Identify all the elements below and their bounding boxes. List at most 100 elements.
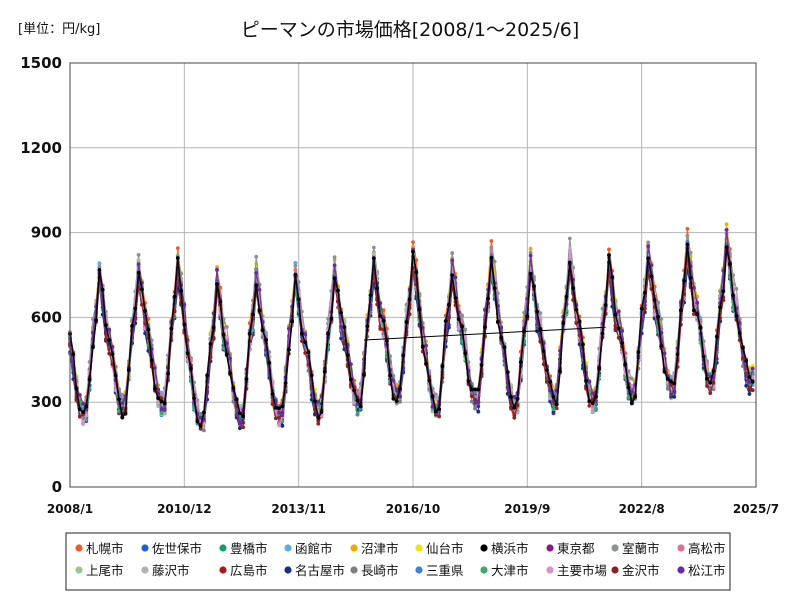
data-point bbox=[594, 407, 598, 411]
x-axis-ticks: 2008/1 2010/12 2013/11 2016/10 2019/9 2022/8 2… bbox=[47, 502, 779, 516]
data-point bbox=[434, 395, 438, 400]
data-point bbox=[505, 385, 510, 390]
data-point bbox=[453, 275, 458, 280]
data-point bbox=[489, 253, 494, 257]
legend-label: 三重県 bbox=[426, 563, 464, 578]
data-point bbox=[489, 248, 494, 253]
data-point bbox=[244, 377, 249, 381]
legend-label: 豊橋市 bbox=[230, 541, 268, 556]
connector-line bbox=[363, 326, 606, 341]
data-point bbox=[489, 245, 494, 250]
data-point bbox=[453, 296, 458, 300]
data-point bbox=[211, 337, 216, 341]
data-point bbox=[355, 412, 360, 417]
data-point bbox=[414, 270, 419, 274]
data-point bbox=[287, 347, 291, 352]
legend-label: 室蘭市 bbox=[622, 541, 660, 556]
data-point bbox=[247, 331, 252, 336]
data-point bbox=[499, 335, 504, 340]
data-point bbox=[136, 258, 141, 262]
legend-item: 横浜市 bbox=[480, 541, 529, 556]
legend-marker bbox=[677, 566, 685, 574]
data-point bbox=[515, 410, 520, 415]
y-tick-label: 300 bbox=[31, 393, 62, 411]
data-point bbox=[708, 380, 713, 385]
data-point bbox=[701, 354, 706, 359]
data-point bbox=[616, 309, 621, 314]
data-point bbox=[224, 352, 229, 357]
data-point bbox=[87, 377, 92, 382]
data-point bbox=[600, 331, 605, 336]
data-point bbox=[420, 344, 425, 349]
data-point bbox=[545, 379, 549, 384]
y-tick-label: 900 bbox=[31, 224, 62, 242]
data-point bbox=[407, 312, 412, 317]
data-point bbox=[545, 368, 549, 372]
data-point bbox=[254, 267, 259, 272]
legend-item: 沼津市 bbox=[350, 541, 399, 556]
data-point bbox=[610, 275, 615, 280]
data-point bbox=[417, 307, 422, 312]
data-point bbox=[548, 380, 553, 384]
data-point bbox=[623, 362, 628, 367]
x-tick-label: 2008/1 bbox=[47, 502, 93, 516]
data-point bbox=[391, 378, 396, 383]
data-point bbox=[456, 317, 461, 322]
data-point bbox=[447, 325, 451, 330]
x-tick-label: 2025/7 bbox=[733, 502, 779, 516]
data-point bbox=[401, 353, 406, 358]
data-point bbox=[287, 326, 291, 331]
data-point bbox=[162, 401, 167, 406]
data-point bbox=[708, 391, 713, 395]
data-point bbox=[234, 397, 239, 402]
legend-marker bbox=[415, 566, 423, 574]
data-point bbox=[672, 390, 677, 395]
data-point bbox=[646, 244, 651, 249]
data-point bbox=[440, 364, 445, 369]
data-point bbox=[100, 287, 105, 292]
data-point bbox=[574, 321, 579, 325]
data-point bbox=[211, 325, 216, 330]
data-point bbox=[218, 300, 223, 304]
data-point bbox=[126, 368, 131, 372]
data-point bbox=[326, 332, 330, 336]
data-point bbox=[567, 248, 572, 253]
data-point bbox=[110, 352, 115, 357]
data-point bbox=[388, 373, 392, 378]
data-point bbox=[257, 287, 262, 292]
data-point bbox=[280, 424, 285, 428]
y-axis-ticks: 0 300 600 900 1200 1500 bbox=[20, 54, 62, 496]
data-point bbox=[339, 310, 343, 315]
data-point bbox=[215, 267, 219, 272]
data-point bbox=[303, 351, 308, 355]
data-point bbox=[81, 401, 85, 406]
data-point bbox=[548, 396, 553, 401]
data-point bbox=[175, 256, 180, 260]
data-point bbox=[224, 335, 229, 340]
data-point bbox=[711, 369, 716, 373]
data-point bbox=[525, 314, 530, 319]
data-point bbox=[509, 394, 513, 399]
data-point bbox=[594, 394, 598, 399]
data-point bbox=[437, 407, 441, 411]
data-point bbox=[215, 265, 219, 269]
data-point bbox=[492, 259, 497, 264]
legend-marker bbox=[611, 566, 619, 574]
data-point bbox=[551, 395, 556, 399]
data-point bbox=[202, 428, 206, 433]
data-point bbox=[385, 338, 389, 343]
legend-marker bbox=[546, 544, 554, 552]
data-point bbox=[669, 392, 673, 397]
legend-item: 仙台市 bbox=[415, 541, 464, 556]
y-tick-label: 600 bbox=[31, 308, 62, 326]
data-point bbox=[483, 325, 487, 330]
data-point bbox=[538, 327, 543, 331]
data-point bbox=[123, 411, 128, 416]
y-tick-label: 1200 bbox=[20, 139, 62, 157]
data-point bbox=[136, 262, 141, 267]
data-point bbox=[352, 401, 357, 405]
data-point bbox=[718, 305, 722, 310]
data-point bbox=[162, 411, 167, 416]
data-point bbox=[273, 416, 278, 421]
